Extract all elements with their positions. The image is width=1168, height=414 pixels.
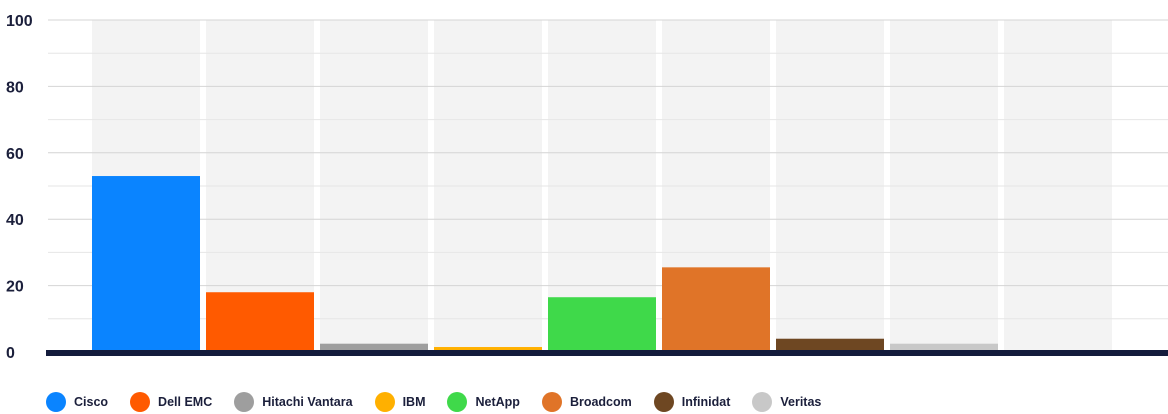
y-tick-label: 0: [6, 345, 15, 362]
legend-label-netapp: NetApp: [475, 395, 520, 409]
legend-swatch-dell-emc: [130, 392, 151, 412]
legend-item-hitachi-vantara: Hitachi Vantara: [234, 392, 353, 412]
bar-dell-emc: [206, 292, 314, 352]
bar-hitachi-vantara: [320, 343, 428, 352]
legend-label-ibm: IBM: [402, 395, 426, 409]
legend-label-dell-emc: Dell EMC: [158, 395, 213, 409]
legend-item-veritas: Veritas: [752, 392, 821, 412]
legend-label-hitachi-vantara: Hitachi Vantara: [262, 395, 353, 409]
legend-swatch-veritas: [752, 392, 773, 412]
y-tick-label: 60: [6, 146, 24, 163]
legend-swatch-cisco: [46, 392, 66, 412]
chart-legend: Cisco Dell EMC Hitachi Vantara IBM NetAp…: [46, 390, 821, 414]
legend-item-broadcom: Broadcom: [541, 392, 632, 412]
bar-broadcom: [662, 267, 770, 352]
legend-item-dell-emc: Dell EMC: [130, 392, 212, 412]
y-tick-label: 20: [6, 279, 24, 296]
legend-item-ibm: IBM: [374, 392, 426, 412]
legend-item-infinidat: Infinidat: [653, 392, 731, 412]
bar-infinidat: [776, 338, 884, 352]
legend-swatch-infinidat: [653, 392, 674, 412]
bar-netapp: [548, 297, 656, 352]
bar-cisco: [92, 176, 200, 352]
legend-label-broadcom: Broadcom: [569, 395, 632, 409]
y-tick-label: 80: [6, 79, 24, 96]
bar-ibm: [434, 347, 542, 352]
legend-swatch-ibm: [374, 392, 395, 412]
x-axis-baseline: [46, 350, 1168, 356]
legend-swatch-hitachi-vantara: [234, 392, 255, 412]
legend-swatch-netapp: [447, 392, 468, 412]
legend-item-cisco: Cisco: [46, 392, 108, 412]
legend-label-veritas: Veritas: [780, 395, 822, 409]
bar-chart: 0 20 40 60 80 100: [6, 13, 1168, 362]
legend-label-infinidat: Infinidat: [681, 395, 731, 409]
bar-veritas: [890, 343, 998, 352]
y-tick-label: 40: [6, 212, 24, 229]
legend-label-cisco: Cisco: [74, 395, 109, 409]
y-tick-label: 100: [6, 13, 33, 30]
legend-swatch-broadcom: [541, 392, 562, 412]
legend-item-netapp: NetApp: [447, 392, 520, 412]
